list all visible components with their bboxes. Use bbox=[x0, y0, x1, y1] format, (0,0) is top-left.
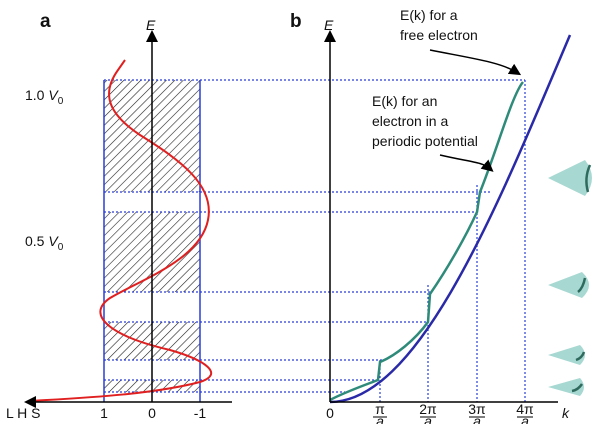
potential-curve bbox=[29, 59, 213, 402]
wave-marks bbox=[571, 164, 592, 393]
band-edges bbox=[104, 79, 525, 393]
tick-num: π bbox=[375, 401, 385, 417]
tick-den: a bbox=[376, 413, 384, 424]
energy-label: 0.5 V0 bbox=[25, 233, 64, 253]
axis-label: E bbox=[146, 17, 156, 33]
energy-label: 1.0 V0 bbox=[25, 87, 64, 107]
annotation-arrow bbox=[439, 154, 494, 172]
side-label: L H S bbox=[6, 405, 41, 421]
tick-label: -1 bbox=[194, 405, 207, 421]
tick-label: 1 bbox=[100, 405, 108, 421]
tick-num: 3π bbox=[468, 401, 486, 417]
periodic-curve bbox=[329, 81, 525, 402]
tick-num: 2π bbox=[419, 401, 437, 417]
free-electron-curve bbox=[329, 34, 572, 404]
panel-label: a bbox=[40, 11, 51, 32]
tick-den: a bbox=[424, 413, 432, 424]
wave-icons bbox=[548, 160, 592, 396]
tick-label: 0 bbox=[148, 405, 156, 421]
annotation-arrow bbox=[429, 49, 522, 76]
annotation: free electron bbox=[400, 27, 478, 43]
annotation: electron in a bbox=[372, 113, 448, 129]
axis-label: E bbox=[324, 17, 334, 33]
label-sub: 0 bbox=[58, 96, 64, 107]
annotation: E(k) for a bbox=[400, 7, 458, 23]
label-symbol: V bbox=[48, 87, 59, 103]
tick-den: a bbox=[521, 413, 529, 424]
label-value: 0.5 bbox=[25, 233, 45, 249]
tick-label: 0 bbox=[326, 405, 334, 421]
axis-label: k bbox=[562, 405, 570, 421]
label-value: 1.0 bbox=[25, 87, 45, 103]
annotation: periodic potential bbox=[372, 133, 478, 149]
tick-den: a bbox=[473, 413, 481, 424]
panel-label: b bbox=[290, 11, 302, 32]
fraction-ticks: π a 2π a 3π a 4π a bbox=[373, 401, 534, 424]
tick-num: 4π bbox=[516, 401, 534, 417]
annotation: E(k) for an bbox=[372, 93, 437, 109]
label-sub: 0 bbox=[58, 242, 64, 253]
label-symbol: V bbox=[48, 233, 59, 249]
